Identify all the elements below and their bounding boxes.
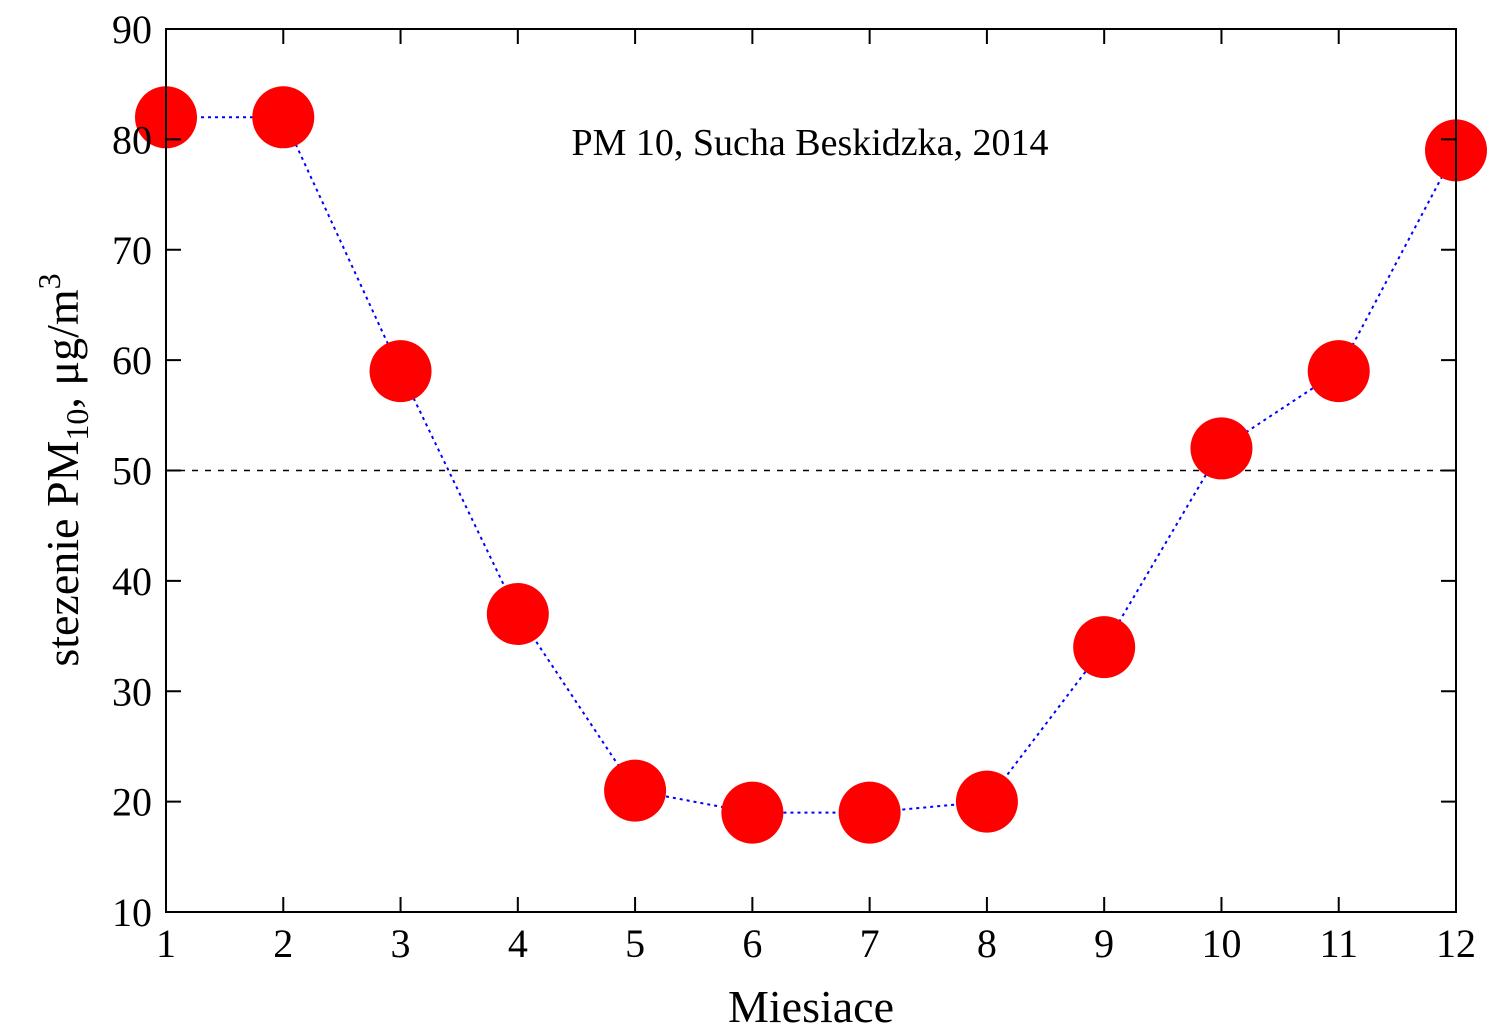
x-tick-label: 12 bbox=[1436, 921, 1476, 966]
x-tick-label: 11 bbox=[1319, 921, 1358, 966]
y-axis-label: stezenie PM10, μg/m3 bbox=[31, 273, 95, 666]
y-label-prefix: stezenie PM bbox=[37, 441, 88, 667]
chart-title: PM 10, Sucha Beskidzka, 2014 bbox=[571, 122, 1048, 164]
x-tick-label: 5 bbox=[625, 921, 645, 966]
y-tick-label: 40 bbox=[112, 559, 152, 604]
y-tick-label: 90 bbox=[112, 7, 152, 52]
x-axis-label: Miesiace bbox=[728, 981, 894, 1029]
x-tick-label: 9 bbox=[1094, 921, 1114, 966]
x-tick-label: 4 bbox=[508, 921, 528, 966]
x-tick-label: 8 bbox=[977, 921, 997, 966]
data-point bbox=[838, 781, 901, 844]
axis-ticks bbox=[165, 28, 1457, 913]
data-point bbox=[252, 86, 315, 149]
data-points-layer bbox=[135, 86, 1487, 844]
data-point bbox=[1307, 340, 1370, 403]
data-point bbox=[604, 759, 667, 822]
x-tick-label: 10 bbox=[1201, 921, 1241, 966]
y-tick-label: 70 bbox=[112, 228, 152, 273]
data-point bbox=[1073, 616, 1136, 679]
y-tick-label: 20 bbox=[112, 780, 152, 825]
x-tick-label: 2 bbox=[273, 921, 293, 966]
series-line-layer bbox=[166, 116, 1457, 814]
y-tick-label: 50 bbox=[112, 449, 152, 494]
y-tick-label: 60 bbox=[112, 338, 152, 383]
x-tick-label: 1 bbox=[156, 921, 176, 966]
data-point bbox=[486, 582, 549, 645]
x-tick-label: 6 bbox=[742, 921, 762, 966]
y-label-superscript: 3 bbox=[31, 273, 67, 289]
data-point bbox=[721, 781, 784, 844]
y-label-subscript: 10 bbox=[59, 409, 95, 441]
y-tick-label: 10 bbox=[112, 890, 152, 935]
data-point bbox=[1190, 417, 1253, 480]
y-tick-label: 30 bbox=[112, 669, 152, 714]
y-label-unit: , μg/m bbox=[37, 289, 88, 408]
data-point bbox=[369, 340, 432, 403]
y-tick-label: 80 bbox=[112, 117, 152, 162]
data-point bbox=[955, 770, 1018, 833]
x-tick-label: 7 bbox=[860, 921, 880, 966]
series-line bbox=[166, 116, 1457, 814]
x-tick-label: 3 bbox=[391, 921, 411, 966]
